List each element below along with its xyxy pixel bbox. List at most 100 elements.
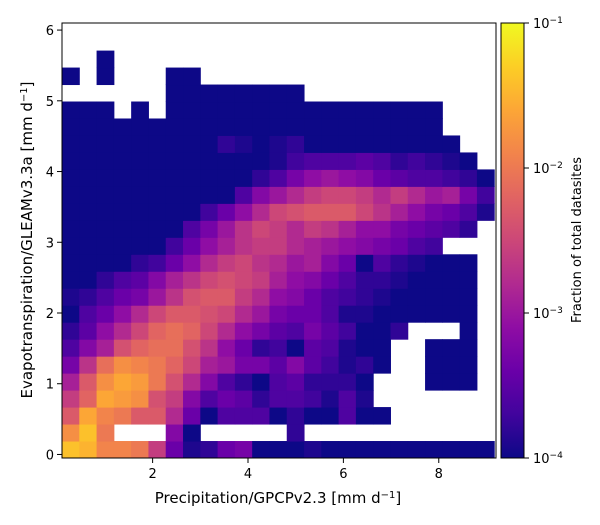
heatmap-cell [321,169,340,187]
heatmap-cell [96,254,115,272]
heatmap-cell [200,271,219,289]
heatmap-cell [304,373,322,391]
heatmap-cell [217,169,236,187]
heatmap-cell [217,305,236,323]
heatmap-cell [62,288,80,306]
heatmap-cell [200,373,219,391]
heatmap-cell [459,305,478,323]
heatmap-cell [269,254,288,272]
heatmap-cell [269,220,288,238]
heatmap-cell [183,203,201,221]
heatmap-cell [252,84,270,103]
heatmap-cell [252,339,270,357]
heatmap-cell [183,305,201,323]
heatmap-cell [338,186,357,204]
heatmap-cell [217,203,236,221]
heatmap-cell [148,169,167,187]
heatmap-cell [96,441,115,458]
heatmap-cell [79,186,98,204]
heatmap-cell [217,220,236,238]
heatmap-cell [373,220,391,238]
heatmap-cell [355,390,374,408]
heatmap-cell [338,339,357,357]
heatmap-cell [234,373,253,391]
heatmap-cell [217,186,236,204]
heatmap-cell [442,288,461,306]
heatmap-cell [321,288,340,306]
heatmap-cell [269,203,288,221]
heatmap-cell [425,135,443,153]
heatmap-cell [217,288,236,306]
heatmap-cell [183,271,201,289]
heatmap-cell [148,135,167,153]
heatmap-cell [252,322,270,340]
heatmap-cell [183,67,201,86]
heatmap-cell [355,373,374,391]
heatmap-cell [390,288,409,306]
heatmap-cell [234,203,253,221]
heatmap-cell [183,373,201,391]
heatmap-cell [217,373,236,391]
heatmap-cell [355,152,374,170]
heatmap-cell [304,169,322,187]
heatmap-cell [183,288,201,306]
heatmap-cell [476,169,495,187]
heatmap-cell [113,203,132,221]
heatmap-cell [407,135,426,153]
heatmap-cell [165,441,184,458]
heatmap-cell [62,254,80,272]
heatmap-cell [131,118,149,136]
heatmap-cell [425,373,443,391]
colorbar-tick-label: 10−3 [533,306,563,322]
heatmap-cell [407,254,426,272]
heatmap-cell [148,356,167,374]
heatmap-cell [338,101,357,119]
colorbar-tick-label: 10−1 [533,16,563,32]
heatmap-cell [234,356,253,374]
heatmap-cell [183,169,201,187]
heatmap-cell [269,169,288,187]
heatmap-cell [286,220,305,238]
heatmap-cell [96,305,115,323]
heatmap-cell [96,135,115,153]
heatmap-cell [62,390,80,408]
heatmap-cell [183,424,201,442]
heatmap-cell [425,254,443,272]
heatmap-cell [131,101,149,119]
heatmap-cell [321,356,340,374]
heatmap-cell [390,322,409,340]
heatmap-cell [165,118,184,136]
heatmap-cell [148,441,167,458]
heatmap-cell [252,118,270,136]
heatmap-cell [234,84,253,103]
heatmap-cell [338,390,357,408]
heatmap-cell [252,135,270,153]
heatmap-cell [183,322,201,340]
heatmap-cell [442,441,461,458]
heatmap-cell [252,169,270,187]
heatmap-cell [373,271,391,289]
heatmap-cell [79,322,98,340]
heatmap-cell [390,186,409,204]
heatmap-cell [200,135,219,153]
heatmap-cell [131,220,149,238]
heatmap-cell [96,101,115,119]
heatmap-cell [286,84,305,103]
heatmap-cell [200,84,219,103]
heatmap-cell [476,186,495,204]
heatmap-cell [338,271,357,289]
colorbar-ticks: 10−1 10−2 10−3 10−4 [524,16,563,467]
heatmap-cell [148,203,167,221]
heatmap-cell [321,220,340,238]
heatmap-cell [183,101,201,119]
heatmap-cell [113,220,132,238]
heatmap-cell [425,356,443,374]
heatmap-cell [373,288,391,306]
heatmap-cell [131,254,149,272]
heatmap-cell [355,203,374,221]
heatmap-cell [131,356,149,374]
heatmap-cell [355,322,374,340]
heatmap-cell [355,356,374,374]
heatmap-cell [321,135,340,153]
